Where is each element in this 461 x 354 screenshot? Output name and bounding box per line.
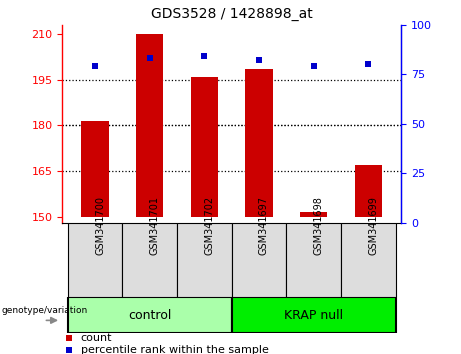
Text: GSM341697: GSM341697 <box>259 196 269 255</box>
Bar <box>68 223 122 297</box>
Text: GSM341700: GSM341700 <box>95 196 105 255</box>
Bar <box>191 76 218 217</box>
Bar <box>286 223 341 297</box>
Bar <box>136 34 163 217</box>
Bar <box>231 297 396 333</box>
Text: percentile rank within the sample: percentile rank within the sample <box>81 345 269 354</box>
Text: GSM341702: GSM341702 <box>204 196 214 255</box>
Title: GDS3528 / 1428898_at: GDS3528 / 1428898_at <box>151 7 313 21</box>
Text: count: count <box>81 333 112 343</box>
Text: GSM341698: GSM341698 <box>313 196 324 255</box>
Bar <box>300 212 327 217</box>
Bar <box>341 223 396 297</box>
Bar <box>177 223 232 297</box>
Text: GSM341699: GSM341699 <box>368 196 378 255</box>
Bar <box>355 165 382 217</box>
Bar <box>122 223 177 297</box>
Bar <box>231 223 286 297</box>
Bar <box>81 121 109 217</box>
Bar <box>68 297 232 333</box>
Bar <box>245 69 272 217</box>
Text: GSM341701: GSM341701 <box>150 196 160 255</box>
Text: control: control <box>128 309 171 321</box>
Text: genotype/variation: genotype/variation <box>1 306 88 315</box>
Text: KRAP null: KRAP null <box>284 309 343 321</box>
